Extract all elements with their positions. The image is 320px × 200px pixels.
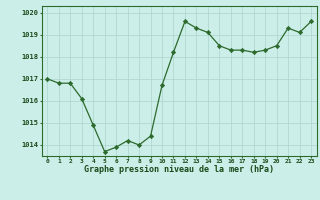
X-axis label: Graphe pression niveau de la mer (hPa): Graphe pression niveau de la mer (hPa) bbox=[84, 165, 274, 174]
